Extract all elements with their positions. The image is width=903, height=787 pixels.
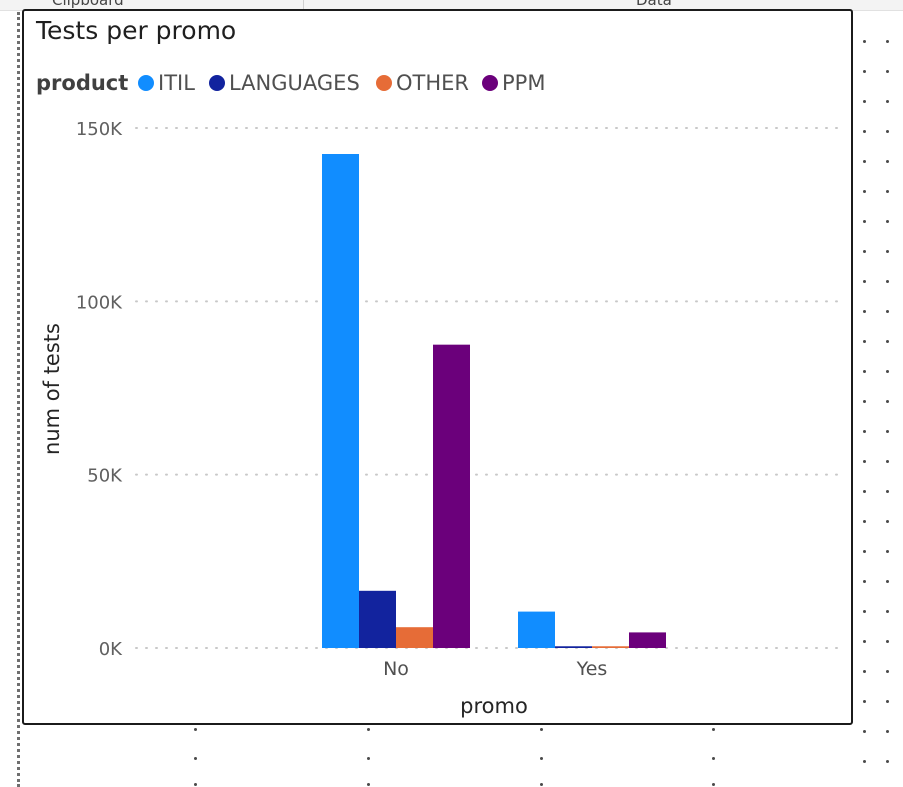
y-tick-label: 0K — [99, 639, 123, 660]
y-tick-label: 150K — [76, 119, 123, 140]
canvas-dot — [886, 250, 889, 253]
legend-item-languages[interactable]: LANGUAGES — [209, 71, 360, 95]
canvas-dot — [194, 783, 197, 786]
canvas-dot — [886, 160, 889, 163]
canvas-dot — [886, 430, 889, 433]
canvas-dot — [367, 757, 370, 760]
legend-label: PPM — [502, 71, 546, 95]
canvas-dot — [540, 783, 543, 786]
bar-other-yes — [592, 646, 629, 648]
canvas-dot — [863, 310, 866, 313]
canvas-dot — [540, 728, 543, 731]
canvas-dot — [712, 783, 715, 786]
ribbon-data-label[interactable]: Data — [636, 0, 672, 9]
ribbon-separator — [303, 0, 304, 10]
canvas-dot — [863, 670, 866, 673]
canvas-dot — [863, 460, 866, 463]
canvas-dot — [886, 310, 889, 313]
legend-marker — [138, 75, 154, 91]
y-tick-label: 50K — [87, 466, 123, 487]
canvas-dot — [886, 40, 889, 43]
canvas-dot — [886, 670, 889, 673]
bar-ppm-yes — [629, 632, 666, 648]
canvas-dot — [886, 370, 889, 373]
canvas-dot — [863, 610, 866, 613]
bar-itil-no — [322, 154, 359, 648]
canvas-dot — [886, 190, 889, 193]
canvas-dot — [886, 220, 889, 223]
canvas-dot — [863, 580, 866, 583]
bar-ppm-no — [433, 344, 470, 648]
canvas-dot — [886, 340, 889, 343]
chart-svg: 0K 50K 100K 150K No Yes promo num of tests — [40, 119, 845, 718]
canvas-dot — [886, 460, 889, 463]
canvas-dot — [863, 730, 866, 733]
canvas-dot — [863, 250, 866, 253]
canvas-dot — [886, 490, 889, 493]
legend-item-other[interactable]: OTHER — [376, 71, 469, 95]
canvas-dot — [886, 700, 889, 703]
canvas-left-border — [17, 12, 20, 787]
canvas-dot — [886, 280, 889, 283]
legend-label: ITIL — [158, 71, 195, 95]
canvas-dot — [863, 340, 866, 343]
bar-languages-yes — [555, 646, 592, 648]
canvas-dot — [863, 70, 866, 73]
canvas-dot — [886, 550, 889, 553]
legend-label: OTHER — [396, 71, 470, 95]
canvas-dot — [863, 220, 866, 223]
canvas-dot — [863, 100, 866, 103]
canvas-dot — [863, 160, 866, 163]
canvas-dot — [886, 580, 889, 583]
canvas-dot — [863, 370, 866, 373]
canvas-dot — [886, 640, 889, 643]
legend-marker — [376, 75, 392, 91]
canvas-dot — [863, 700, 866, 703]
canvas-dot — [863, 520, 866, 523]
canvas-dot — [540, 757, 543, 760]
chart-visual[interactable]: Tests per promo product ITIL LANGUAGES OTH… — [22, 9, 853, 725]
x-tick-label: No — [383, 658, 409, 680]
canvas-dot — [712, 728, 715, 731]
legend-marker — [482, 75, 498, 91]
canvas-dot — [886, 520, 889, 523]
canvas-dot — [863, 490, 866, 493]
canvas-dot — [886, 130, 889, 133]
canvas-dot — [886, 100, 889, 103]
canvas-dot — [886, 760, 889, 763]
canvas-dot — [712, 757, 715, 760]
legend-label: LANGUAGES — [229, 71, 360, 95]
canvas-dot — [863, 430, 866, 433]
canvas-dot — [194, 757, 197, 760]
legend-item-itil[interactable]: ITIL — [138, 71, 195, 95]
canvas-dot — [886, 400, 889, 403]
canvas-dot — [886, 610, 889, 613]
canvas-dot — [194, 728, 197, 731]
bar-itil-yes — [518, 611, 555, 648]
canvas-dot — [863, 760, 866, 763]
canvas-dot — [367, 728, 370, 731]
canvas-dot — [367, 783, 370, 786]
canvas-dot — [886, 730, 889, 733]
canvas-dot — [863, 280, 866, 283]
canvas-dot — [863, 130, 866, 133]
legend-marker — [209, 75, 225, 91]
legend-title: product — [36, 71, 129, 95]
x-tick-label: Yes — [576, 658, 608, 680]
canvas-dot — [863, 550, 866, 553]
canvas-dot — [863, 40, 866, 43]
ribbon-clipboard-label[interactable]: Clipboard — [52, 0, 124, 9]
bar-languages-no — [359, 590, 396, 648]
canvas-dot — [863, 400, 866, 403]
legend-item-ppm[interactable]: PPM — [482, 71, 545, 95]
bar-other-no — [396, 627, 433, 648]
canvas-dot — [863, 190, 866, 193]
canvas-dot — [863, 640, 866, 643]
y-tick-label: 100K — [76, 292, 123, 313]
chart-title: Tests per promo — [36, 16, 237, 45]
canvas-dot — [886, 70, 889, 73]
x-axis-title: promo — [460, 694, 528, 718]
y-axis-title: num of tests — [40, 323, 64, 455]
